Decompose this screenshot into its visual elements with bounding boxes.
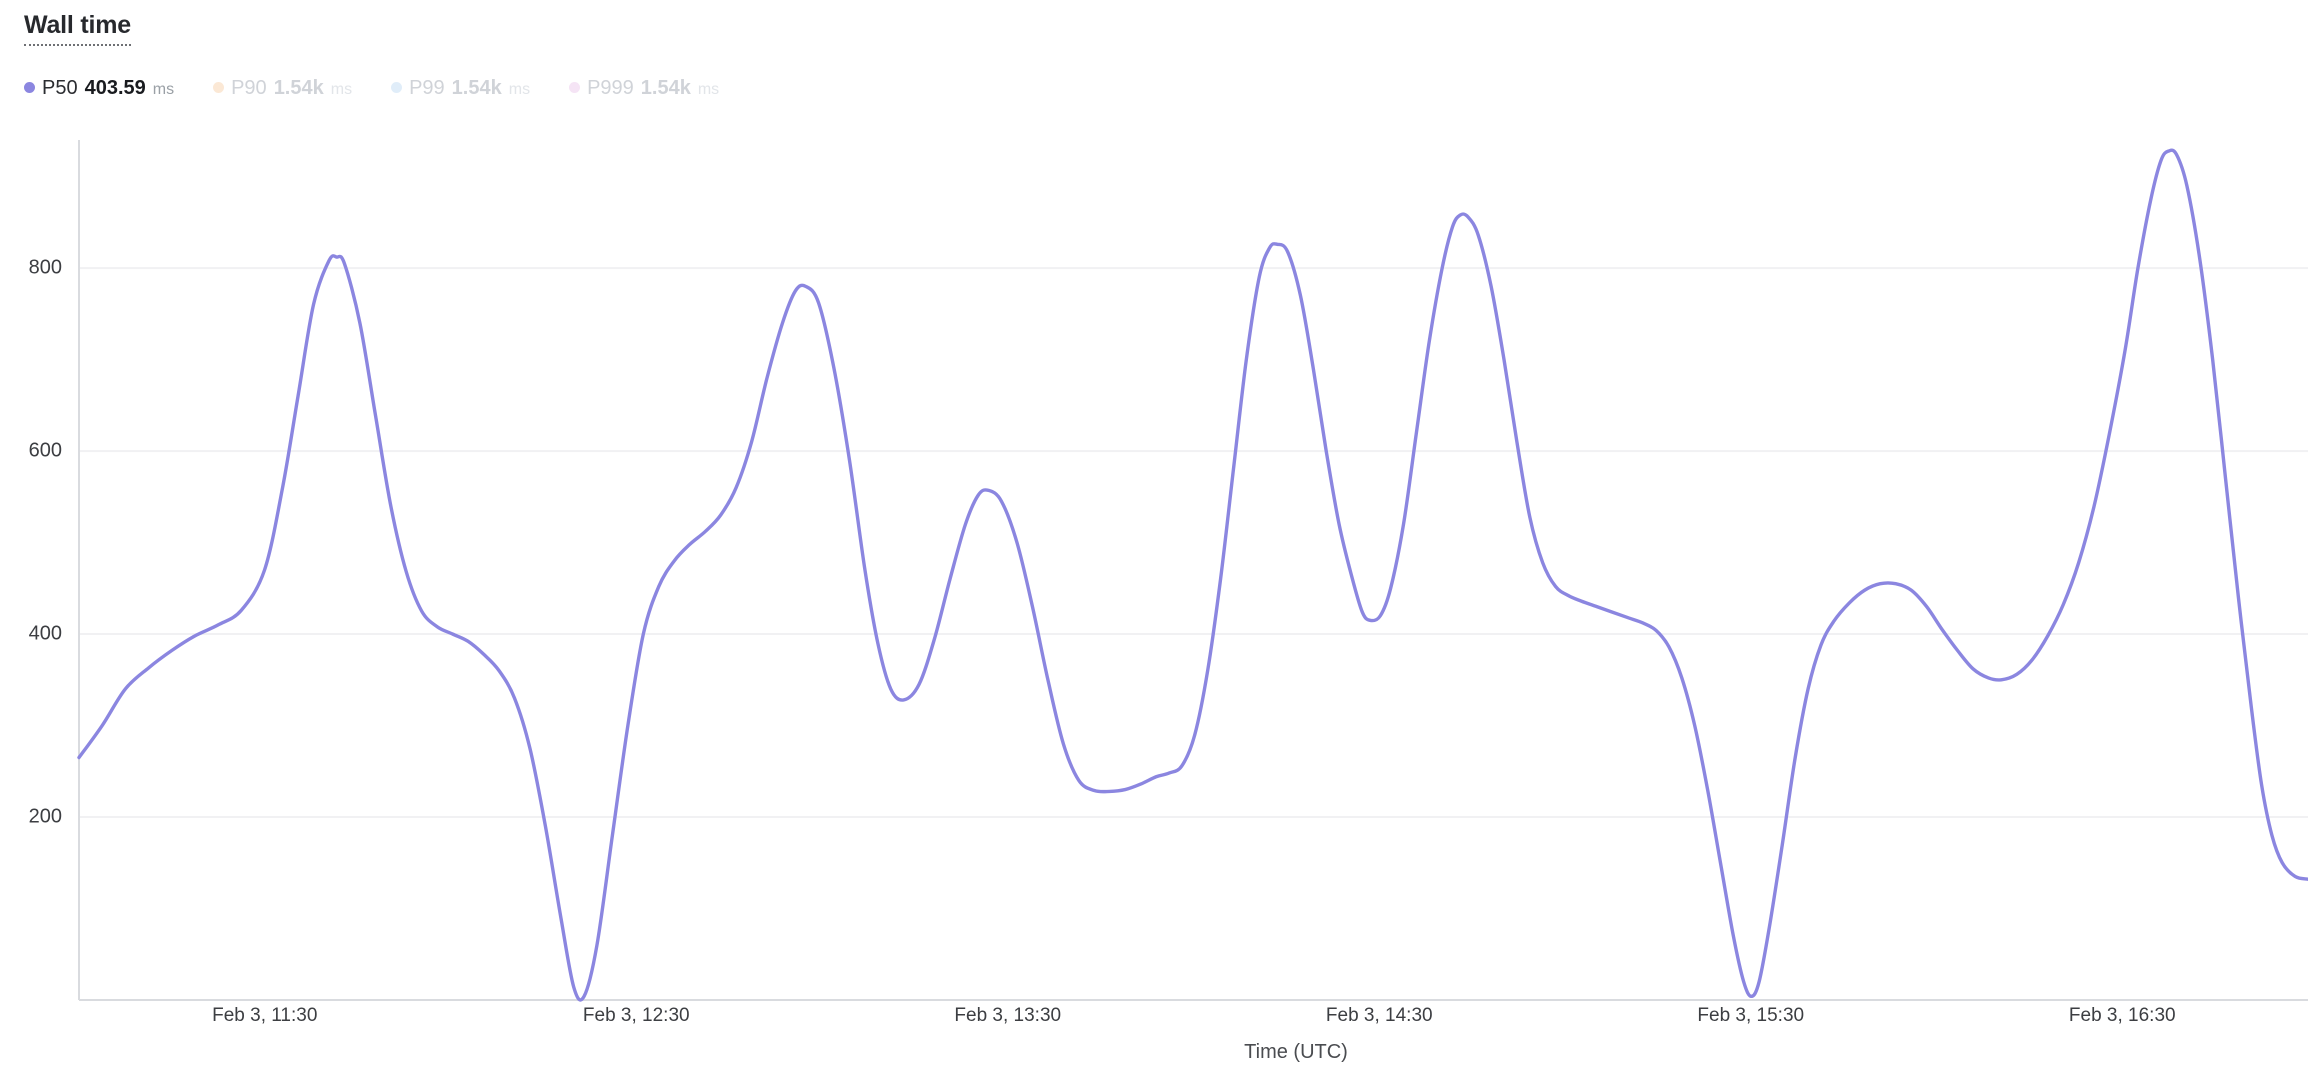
x-axis-title: Time (UTC) xyxy=(1244,1041,1348,1063)
x-axis-tick-labels: Feb 3, 11:30 Feb 3, 12:30 Feb 3, 13:30 Feb … xyxy=(212,1005,2175,1026)
legend-label-p99: P99 xyxy=(409,76,445,99)
legend-value-p99: 1.54k xyxy=(451,76,502,99)
x-axis-tick-label: Feb 3, 16:30 xyxy=(2069,1005,2176,1026)
legend-label-p90: P90 xyxy=(231,76,267,99)
legend-color-dot-p999 xyxy=(569,81,581,93)
gridlines xyxy=(79,267,2308,819)
x-axis-tick-label: Feb 3, 14:30 xyxy=(1326,1005,1433,1026)
x-axis-tick-label: Feb 3, 12:30 xyxy=(583,1005,690,1026)
legend-unit-p50: ms xyxy=(152,80,175,98)
series-line-p50[interactable] xyxy=(77,148,2308,1002)
legend-item-p99[interactable]: P99 1.54k ms xyxy=(391,77,530,100)
legend-value-p999: 1.54k xyxy=(640,76,691,99)
legend-color-dot-p99 xyxy=(391,81,403,93)
legend-color-dot-p90 xyxy=(213,81,225,93)
y-axis-tick-label: 400 xyxy=(29,622,62,644)
legend-value-p90: 1.54k xyxy=(273,76,324,99)
y-axis-tick-label: 200 xyxy=(29,805,62,827)
legend-value-p50: 403.59 xyxy=(84,76,146,99)
x-axis-tick-label: Feb 3, 13:30 xyxy=(954,1005,1061,1026)
x-axis-tick-label: Feb 3, 11:30 xyxy=(212,1005,317,1026)
y-axis-tick-label: 800 xyxy=(29,256,62,278)
legend-color-dot-p50 xyxy=(24,81,35,93)
legend-label-p999: P999 xyxy=(587,76,634,99)
legend-unit-p90: ms xyxy=(330,80,353,98)
legend-unit-p999: ms xyxy=(697,80,720,98)
y-axis-tick-labels: 200 400 600 800 xyxy=(29,256,62,827)
legend-item-p50[interactable]: P50 403.59 ms xyxy=(24,77,174,100)
legend-unit-p99: ms xyxy=(508,80,531,98)
y-axis-tick-label: 600 xyxy=(29,439,62,461)
legend-item-p999[interactable]: P999 1.54k ms xyxy=(569,77,719,100)
x-axis-tick-label: Feb 3, 15:30 xyxy=(1697,1005,1804,1026)
page-title: Wall time xyxy=(24,11,131,46)
legend-item-p90[interactable]: P90 1.54k ms xyxy=(213,77,352,100)
chart-legend: P50 403.59 ms P90 1.54k ms P99 1.54k ms … xyxy=(24,74,758,102)
legend-label-p50: P50 xyxy=(42,76,78,99)
